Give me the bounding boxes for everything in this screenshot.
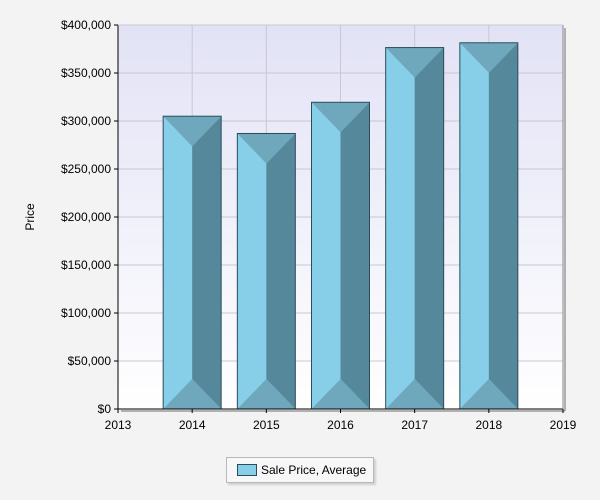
bar-bevel-top <box>237 133 296 164</box>
bar-shade-right <box>340 102 370 409</box>
x-tick-label: 2019 <box>550 418 577 432</box>
legend: Sale Price, Average <box>226 457 374 483</box>
axes <box>114 24 566 413</box>
bar-bevel-bottom <box>385 379 444 409</box>
x-tick-label: 2014 <box>179 418 206 432</box>
bar <box>459 42 519 410</box>
bar-bevel-top <box>163 116 222 147</box>
bar <box>385 47 445 410</box>
y-tick-label: $100,000 <box>61 306 111 320</box>
y-tick-label: $250,000 <box>61 162 111 176</box>
bar-chart: $0 $50,000 $100,000 $150,000 $200,000 $250,00… <box>23 18 577 432</box>
bar-bevel-top <box>385 47 444 78</box>
y-tick-label: $200,000 <box>61 210 111 224</box>
bar-bevel-top <box>459 42 518 73</box>
bar-bevel-top <box>311 102 370 133</box>
y-axis-title: Price <box>23 203 37 231</box>
bar-shade-right <box>192 116 222 409</box>
x-tick-labels: 2013 2014 2015 2016 2017 2018 2019 <box>105 418 577 432</box>
y-tick-label: $350,000 <box>61 66 111 80</box>
bar <box>162 115 222 410</box>
x-tick-label: 2017 <box>401 418 428 432</box>
y-tick-labels: $0 $50,000 $100,000 $150,000 $200,000 $250,00… <box>61 18 111 416</box>
y-tick-label: $300,000 <box>61 114 111 128</box>
bars <box>162 42 519 410</box>
legend-swatch <box>237 464 257 476</box>
bar-bevel-bottom <box>459 379 518 409</box>
legend-label: Sale Price, Average <box>261 463 367 477</box>
bar-shade-right <box>488 42 518 409</box>
y-tick-label: $400,000 <box>61 18 111 32</box>
x-tick-label: 2016 <box>327 418 354 432</box>
bar-shade-right <box>266 133 296 410</box>
bar-bevel-bottom <box>237 379 296 409</box>
bar-bevel-bottom <box>311 379 370 409</box>
bar-shade-right <box>414 47 444 410</box>
bar <box>236 132 296 410</box>
y-tick-label: $150,000 <box>61 258 111 272</box>
bar <box>311 101 370 410</box>
x-tick-label: 2018 <box>475 418 502 432</box>
bar-bevel-bottom <box>163 379 222 409</box>
x-tick-label: 2013 <box>105 418 132 432</box>
x-tick-label: 2015 <box>253 418 280 432</box>
y-tick-label: $50,000 <box>68 354 112 368</box>
y-tick-label: $0 <box>98 402 112 416</box>
